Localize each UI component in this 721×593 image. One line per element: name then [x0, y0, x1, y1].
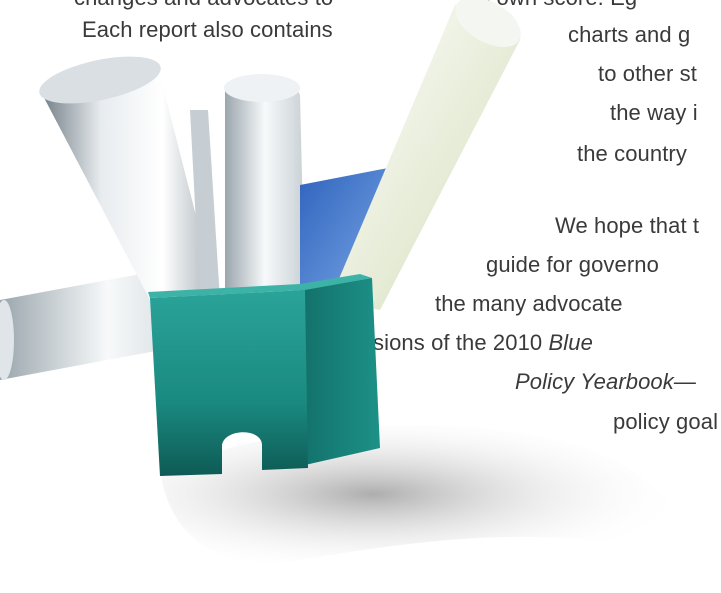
- right-text-line-4: the country: [577, 141, 687, 166]
- right-text-para2-line-3: the many advocate: [435, 291, 623, 316]
- sions-text: sions of the 2010: [373, 330, 549, 355]
- scroll-center: [225, 75, 305, 300]
- scroll-right-top: [455, 0, 521, 47]
- ground-shadow: [160, 425, 692, 563]
- box-front: [150, 290, 308, 476]
- scroll-left-top: [39, 56, 161, 104]
- scroll-center-top: [224, 74, 300, 102]
- em-dash: —: [673, 369, 696, 394]
- right-text-policy-line: Policy Yearbook—: [515, 369, 696, 395]
- right-text-line-3: the way i: [610, 100, 698, 125]
- scroll-left: [40, 67, 215, 301]
- right-text-line-1: charts and g: [568, 22, 691, 47]
- right-text-para2-line-2: guide for governo: [486, 252, 659, 277]
- scroll-right: [330, 0, 521, 310]
- scroll-thin: [190, 110, 220, 300]
- right-text-cut-line: its own score. Eg: [468, 0, 637, 11]
- right-text-line-2: to other st: [598, 61, 697, 86]
- lying-scroll-end: [0, 300, 14, 380]
- left-text-line-1: Each report also contains: [82, 17, 333, 42]
- right-text-sions-line: sions of the 2010 Blue: [373, 330, 593, 356]
- policy-yearbook-italic: Policy Yearbook: [515, 369, 674, 394]
- right-text-goal-line: policy goal: [613, 409, 719, 434]
- blue-italic-text: Blue: [548, 330, 593, 355]
- right-text-para2-line-1: We hope that t: [555, 213, 700, 238]
- box-top-edge: [148, 274, 372, 298]
- box-side: [300, 278, 380, 465]
